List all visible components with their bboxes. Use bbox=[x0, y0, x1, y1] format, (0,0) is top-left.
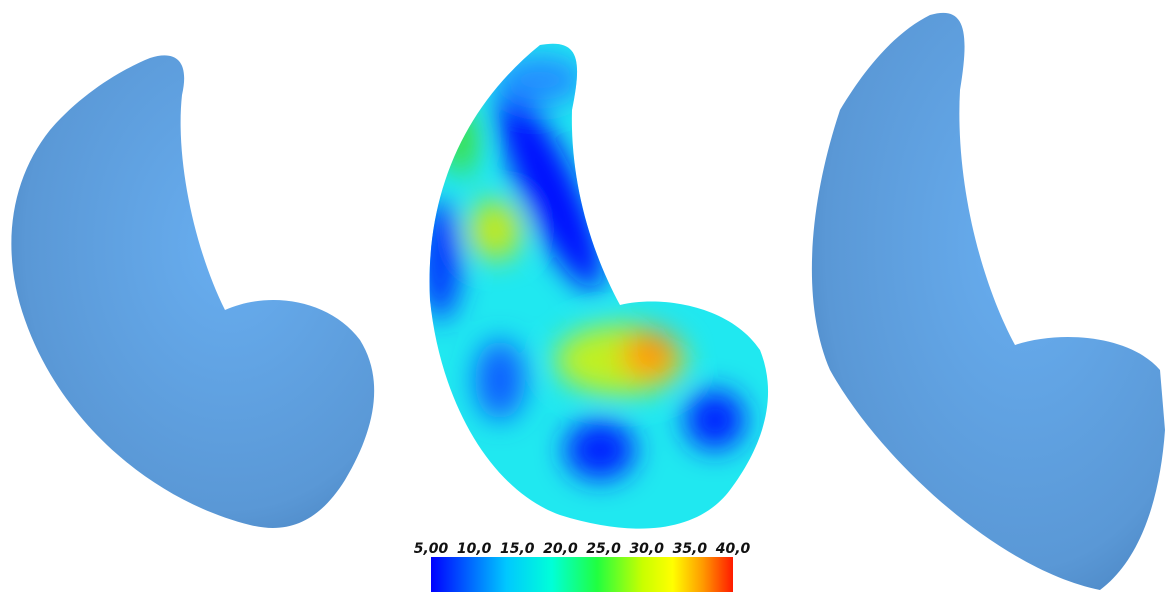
colorbar-tick-label: 25,0 bbox=[586, 541, 621, 557]
right-shape bbox=[811, 12, 1165, 591]
middle-shape bbox=[429, 43, 769, 529]
colorbar-tick-label: 30,0 bbox=[629, 541, 664, 557]
colorbar-ticks: 5,00 10,0 15,0 20,0 25,0 30,0 35,0 40,0 bbox=[414, 541, 751, 557]
colorbar-tick-label: 40,0 bbox=[715, 541, 751, 557]
colorbar-tick-label: 35,0 bbox=[673, 541, 708, 557]
left-shape bbox=[11, 55, 375, 528]
colorbar-tick-label: 10,0 bbox=[457, 541, 492, 557]
colorbar-tick-label: 5,00 bbox=[414, 541, 449, 557]
colorbar bbox=[431, 557, 733, 592]
colorbar-tick-label: 20,0 bbox=[543, 541, 578, 557]
colorbar-tick-label: 15,0 bbox=[500, 541, 535, 557]
